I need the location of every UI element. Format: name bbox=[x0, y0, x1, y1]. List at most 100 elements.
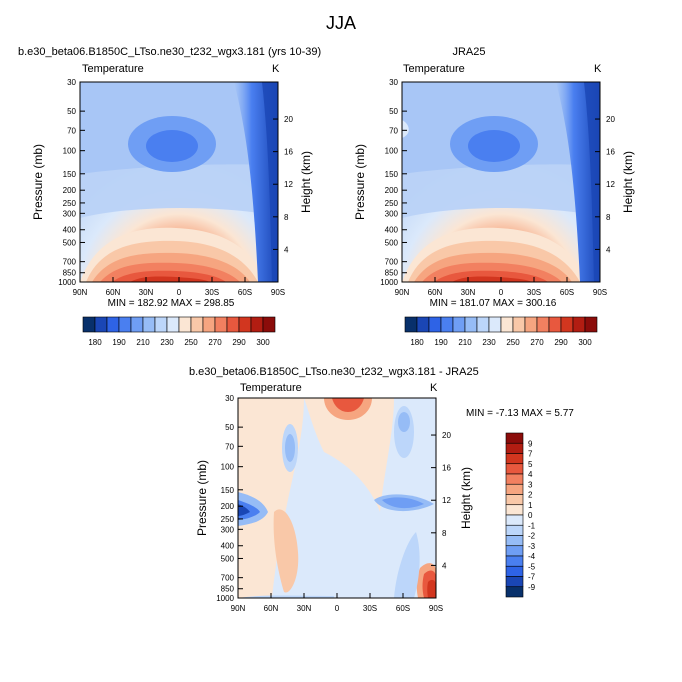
colorbar-swatch bbox=[154, 316, 168, 333]
colorbar-swatch bbox=[106, 316, 120, 333]
right-y-tick-label: 4 bbox=[606, 245, 611, 254]
colorbar-swatch bbox=[512, 316, 526, 333]
figure-title: JJA bbox=[325, 13, 356, 33]
stats-obs: MIN = 181.07 MAX = 300.16 bbox=[429, 298, 557, 309]
y-tick-label: 850 bbox=[221, 585, 235, 594]
colorbar-label: 5 bbox=[528, 460, 533, 469]
y-tick-label: 50 bbox=[67, 107, 76, 116]
colorbar-swatch bbox=[505, 494, 524, 506]
colorbar-swatch bbox=[190, 316, 204, 333]
colorbar-label: -2 bbox=[528, 532, 536, 541]
colorbar-swatch bbox=[505, 524, 524, 536]
colorbar-label: 210 bbox=[458, 338, 472, 347]
right-y-tick-label: 16 bbox=[606, 148, 615, 157]
x-tick-label: 90S bbox=[429, 604, 443, 613]
right-y-tick-label: 12 bbox=[606, 180, 615, 189]
colorbar-label: -7 bbox=[528, 573, 536, 582]
x-tick-label: 0 bbox=[335, 604, 340, 613]
y-tick-label: 300 bbox=[221, 525, 235, 534]
colorbar-swatch bbox=[505, 514, 524, 526]
y-tick-label: 250 bbox=[385, 199, 399, 208]
right-y-tick-label: 20 bbox=[606, 115, 615, 124]
colorbar-temperature-model: 180 190 210 230 250 270 290 300 bbox=[82, 316, 276, 347]
panel-title-model: b.e30_beta06.B1850C_LTso.ne30_t232_wgx3.… bbox=[18, 46, 322, 58]
right-y-tick-label: 8 bbox=[606, 213, 611, 222]
colorbar-swatch bbox=[572, 316, 586, 333]
y-tick-label: 30 bbox=[389, 78, 398, 87]
colorbar-label: 7 bbox=[528, 450, 533, 459]
colorbar-swatch bbox=[488, 316, 502, 333]
units-label-diff: K bbox=[430, 382, 438, 394]
colorbar-swatch bbox=[476, 316, 490, 333]
x-tick-label: 30S bbox=[205, 288, 219, 297]
colorbar-swatch bbox=[464, 316, 478, 333]
x-tick-label: 90N bbox=[231, 604, 246, 613]
colorbar-label: 2 bbox=[528, 491, 533, 500]
colorbar-swatch bbox=[505, 432, 524, 444]
panel-title-diff: b.e30_beta06.B1850C_LTso.ne30_t232_wgx3.… bbox=[189, 366, 479, 378]
colorbar-swatch bbox=[505, 565, 524, 577]
y-tick-label: 200 bbox=[221, 502, 235, 511]
x-tick-label: 30N bbox=[139, 288, 154, 297]
colorbar-label: 290 bbox=[232, 338, 246, 347]
y-tick-label: 30 bbox=[67, 78, 76, 87]
colorbar-label: 3 bbox=[528, 480, 533, 489]
y-tick-label: 50 bbox=[225, 423, 234, 432]
y-tick-label: 500 bbox=[385, 238, 399, 247]
colorbar-label: 230 bbox=[482, 338, 496, 347]
colorbar-label: -4 bbox=[528, 552, 536, 561]
field-label-model: Temperature bbox=[82, 63, 144, 75]
colorbar-swatch bbox=[142, 316, 156, 333]
y-tick-label: 150 bbox=[385, 170, 399, 179]
colorbar-label: 9 bbox=[528, 439, 533, 448]
units-label-obs: K bbox=[594, 63, 602, 75]
colorbar-label: 0 bbox=[528, 511, 533, 520]
x-tick-label: 0 bbox=[499, 288, 504, 297]
right-y-tick-label: 16 bbox=[284, 148, 293, 157]
y-tick-label: 100 bbox=[385, 147, 399, 156]
colorbar-label: 190 bbox=[434, 338, 448, 347]
stats-model: MIN = 182.92 MAX = 298.85 bbox=[107, 298, 235, 309]
colorbar-temperature-obs: 180 190 210 230 250 270 290 300 bbox=[404, 316, 598, 347]
x-tick-label: 90N bbox=[395, 288, 410, 297]
right-y-axis-label: Height (km) bbox=[299, 151, 313, 213]
y-tick-label: 250 bbox=[221, 515, 235, 524]
y-tick-label: 850 bbox=[63, 269, 77, 278]
colorbar-swatch bbox=[524, 316, 538, 333]
colorbar-swatch bbox=[505, 442, 524, 454]
stats-diff: MIN = -7.13 MAX = 5.77 bbox=[466, 408, 574, 419]
colorbar-label: -9 bbox=[528, 583, 536, 592]
colorbar-label: -3 bbox=[528, 542, 536, 551]
right-y-tick-label: 8 bbox=[284, 213, 289, 222]
colorbar-swatch bbox=[94, 316, 108, 333]
y-tick-label: 400 bbox=[385, 226, 399, 235]
y-tick-label: 250 bbox=[63, 199, 77, 208]
colorbar-swatch bbox=[505, 463, 524, 475]
y-tick-label: 200 bbox=[63, 186, 77, 195]
colorbar-swatch bbox=[238, 316, 252, 333]
colorbar-label: 290 bbox=[554, 338, 568, 347]
field-label-diff: Temperature bbox=[240, 382, 302, 394]
x-tick-label: 60N bbox=[428, 288, 443, 297]
colorbar-label: 250 bbox=[184, 338, 198, 347]
colorbar-swatch bbox=[500, 316, 514, 333]
y-tick-label: 300 bbox=[385, 209, 399, 218]
panel-title-obs: JRA25 bbox=[452, 46, 486, 58]
units-label-model: K bbox=[272, 63, 280, 75]
right-y-tick-label: 20 bbox=[442, 431, 451, 440]
colorbar-swatch bbox=[202, 316, 216, 333]
colorbar-swatch bbox=[452, 316, 466, 333]
right-y-tick-label: 12 bbox=[442, 496, 451, 505]
x-tick-label: 30S bbox=[363, 604, 377, 613]
y-tick-label: 50 bbox=[389, 107, 398, 116]
x-tick-label: 90S bbox=[271, 288, 285, 297]
colorbar-swatch bbox=[250, 316, 264, 333]
colorbar-swatch bbox=[505, 586, 524, 598]
colorbar-swatch bbox=[505, 555, 524, 567]
x-tick-label: 90N bbox=[73, 288, 88, 297]
colorbar-swatch bbox=[178, 316, 192, 333]
colorbar-swatch bbox=[118, 316, 132, 333]
colorbar-label: 230 bbox=[160, 338, 174, 347]
right-y-axis-label: Height (km) bbox=[621, 151, 635, 213]
